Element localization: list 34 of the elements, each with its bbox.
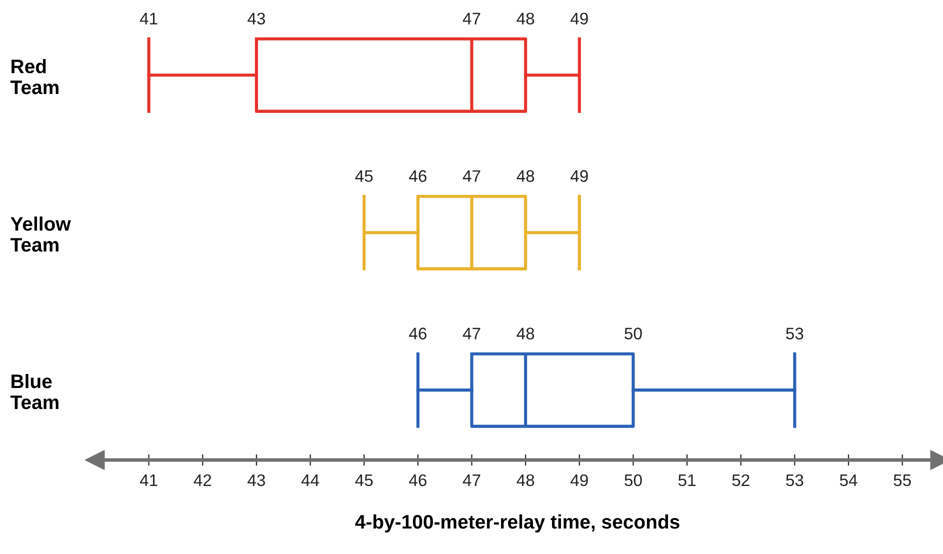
annotation: 49: [570, 12, 588, 24]
x-tick-label: 47: [462, 474, 480, 486]
x-axis-title: 4-by-100-meter-relay time, seconds: [355, 514, 680, 533]
annotation: 47: [462, 12, 480, 24]
annotation: 50: [624, 328, 642, 340]
x-tick-label: 48: [516, 474, 534, 486]
x-tick-label: 42: [194, 474, 212, 486]
y-tick-label: Yellow Team: [10, 216, 71, 252]
x-tick-label: 55: [894, 474, 911, 486]
x-tick-label: 45: [355, 474, 373, 486]
x-tick-label: 53: [786, 474, 804, 486]
x-tick-label: 44: [301, 474, 320, 486]
annotation: 46: [409, 170, 426, 182]
annotation: 41: [140, 12, 158, 24]
annotation: 47: [462, 170, 480, 182]
annotation: 47: [462, 328, 480, 340]
annotation: 48: [516, 12, 534, 24]
x-tick-label: 41: [140, 474, 158, 486]
annotation: 48: [516, 170, 534, 182]
x-tick-label: 52: [732, 474, 750, 486]
x-tick-label: 51: [678, 474, 696, 486]
y-tick-label: Blue Team: [10, 374, 58, 410]
annotation: 45: [355, 170, 373, 182]
x-tick-label: 49: [570, 474, 588, 486]
annotation: 43: [248, 12, 265, 24]
x-tick-label: 46: [409, 474, 426, 486]
annotation: 53: [786, 328, 804, 340]
x-tick-label: 43: [248, 474, 265, 486]
annotation: 46: [409, 328, 426, 340]
annotation: 49: [570, 170, 588, 182]
x-tick-label: 54: [840, 474, 858, 486]
annotation: 48: [516, 328, 534, 340]
x-tick-label: 50: [624, 474, 642, 486]
y-tick-label: Red Team: [10, 59, 58, 94]
